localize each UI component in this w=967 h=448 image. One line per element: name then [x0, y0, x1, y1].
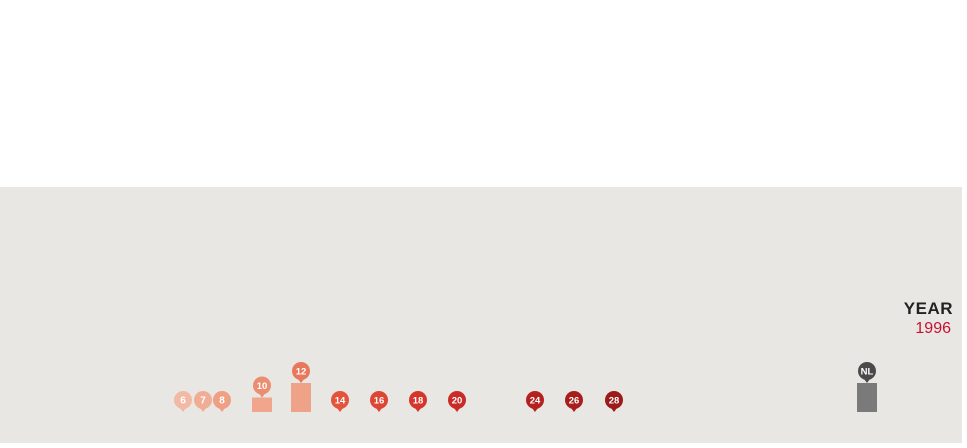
- marker-pointer-16: [376, 408, 382, 412]
- bar-10: [252, 397, 272, 412]
- marker-label-8: 8: [219, 396, 225, 407]
- year-label: YEAR: [903, 299, 953, 318]
- marker-18[interactable]: [409, 391, 427, 409]
- marker-pointer-20: [454, 408, 460, 412]
- marker-28[interactable]: [605, 391, 623, 409]
- chart-panel: [0, 187, 962, 443]
- marker-10[interactable]: [253, 376, 271, 395]
- marker-pointer-8: [219, 408, 225, 412]
- marker-12[interactable]: [292, 362, 310, 380]
- marker-label-16: 16: [374, 396, 385, 407]
- marker-pointer-7: [200, 408, 206, 412]
- marker-label-26: 26: [569, 396, 580, 407]
- marker-pointer-6: [180, 408, 186, 412]
- marker-6[interactable]: [174, 391, 192, 409]
- marker-pointer-26: [571, 408, 577, 412]
- marker-label-24: 24: [530, 396, 541, 407]
- marker-label-6: 6: [180, 396, 186, 407]
- marker-NL[interactable]: [858, 362, 876, 380]
- marker-pointer-24: [532, 408, 538, 412]
- marker-8[interactable]: [213, 391, 231, 409]
- marker-16[interactable]: [370, 391, 388, 409]
- year-value: 1996: [915, 320, 951, 337]
- marker-14[interactable]: [331, 391, 349, 409]
- marker-pointer-18: [415, 408, 421, 412]
- bar-NL: [857, 383, 877, 412]
- marker-label-NL: NL: [861, 367, 874, 378]
- marker-label-12: 12: [296, 367, 307, 378]
- marker-pointer-10: [259, 393, 265, 398]
- marker-label-20: 20: [452, 396, 463, 407]
- marker-label-14: 14: [335, 396, 346, 407]
- marker-24[interactable]: [526, 391, 544, 409]
- marker-label-18: 18: [413, 396, 424, 407]
- marker-26[interactable]: [565, 391, 583, 409]
- marker-pointer-14: [337, 408, 343, 412]
- marker-label-10: 10: [257, 381, 268, 392]
- marker-pointer-28: [611, 408, 617, 412]
- marker-20[interactable]: [448, 391, 466, 409]
- marker-7[interactable]: [194, 391, 212, 409]
- bar-12: [291, 383, 311, 412]
- marker-pointer-NL: [864, 379, 870, 383]
- marker-label-7: 7: [200, 396, 206, 407]
- marker-label-28: 28: [609, 396, 620, 407]
- marker-pointer-12: [298, 379, 304, 383]
